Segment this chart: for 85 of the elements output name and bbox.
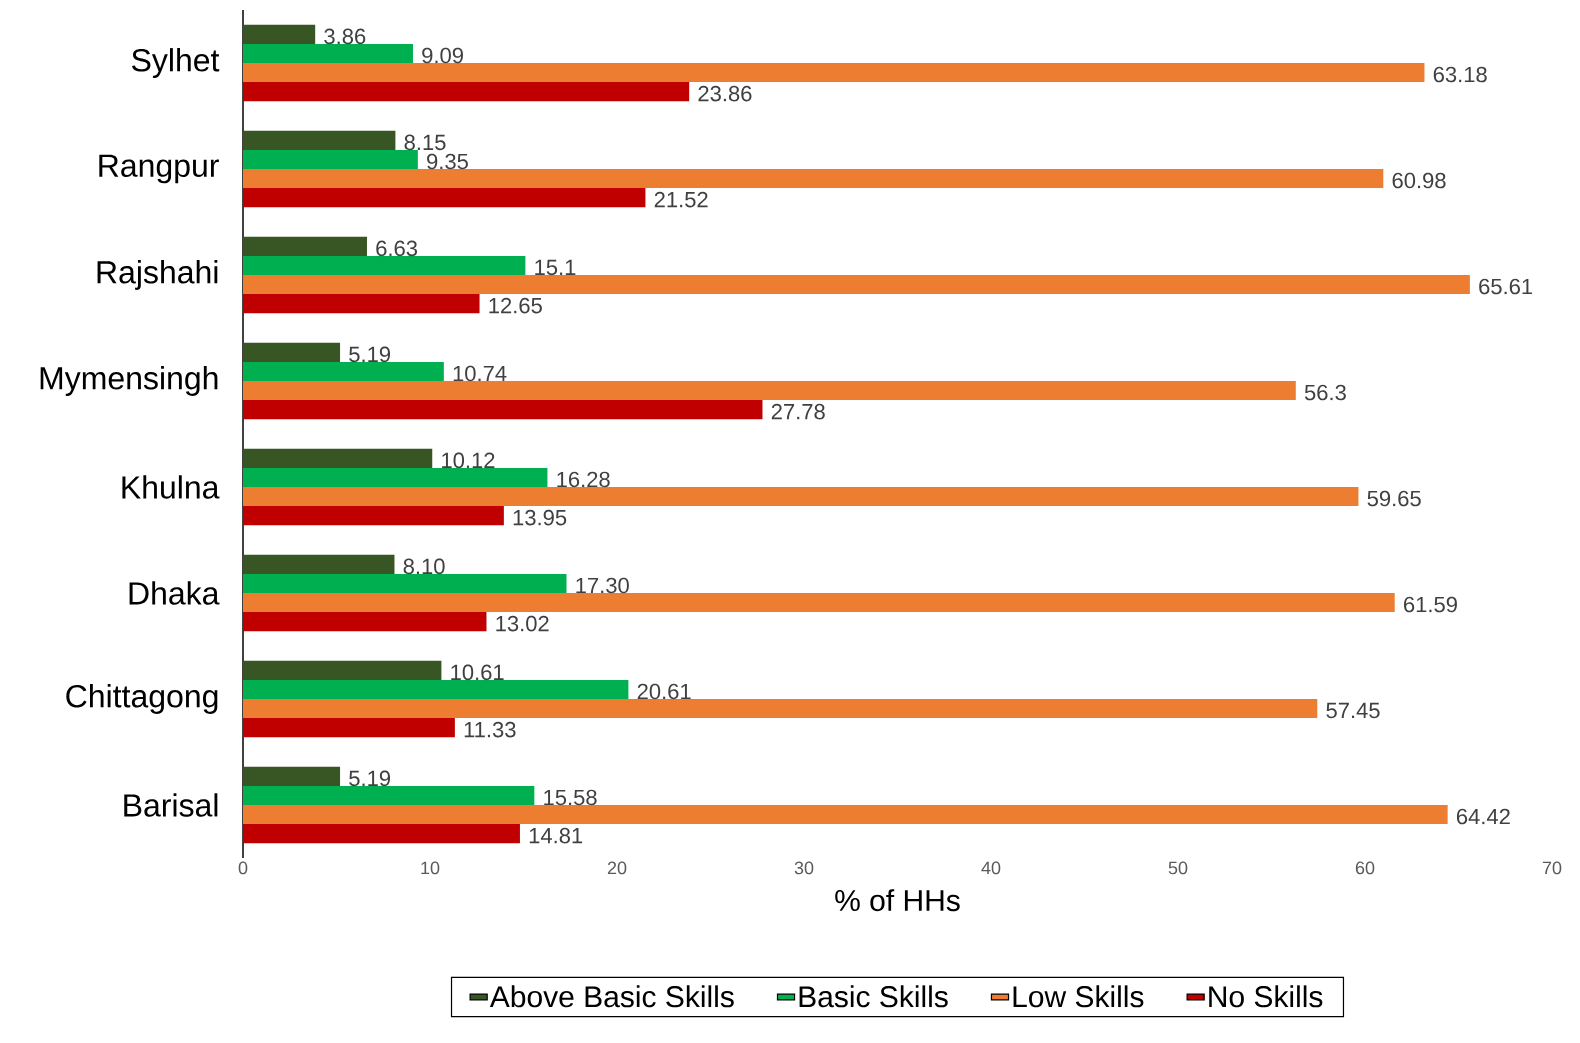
- data-label: 21.52: [654, 191, 708, 208]
- y-tick-label: Rajshahi: [97, 260, 218, 290]
- bar: [243, 612, 487, 632]
- legend-label: Basic Skills: [799, 985, 948, 1008]
- y-tick-label: Khulna: [122, 475, 220, 499]
- data-label: 57.45: [1326, 702, 1380, 719]
- bar: [243, 361, 444, 381]
- x-axis-title: % of HHs: [835, 889, 960, 912]
- bar: [243, 275, 1470, 295]
- data-label: 5.19: [349, 346, 391, 363]
- data-label: 17.30: [576, 577, 629, 594]
- data-label: 15.1: [535, 259, 576, 276]
- data-label: 8.15: [404, 134, 446, 151]
- y-tick-label: Mymensingh: [40, 366, 218, 396]
- data-label: 6.63: [376, 240, 418, 257]
- x-tick-label: 10: [421, 861, 440, 875]
- bar: [243, 82, 690, 102]
- bar: [243, 381, 1296, 401]
- data-label: 59.65: [1367, 490, 1421, 507]
- bar: [243, 679, 629, 699]
- bar: [243, 718, 455, 738]
- y-tick-label: Barisal: [124, 793, 218, 817]
- bar: [243, 593, 1395, 613]
- data-label: 13.95: [513, 509, 567, 526]
- data-label: 5.19: [349, 770, 391, 787]
- data-label: 8.10: [403, 558, 445, 575]
- bar: [243, 805, 1448, 825]
- data-label: 3.86: [324, 28, 366, 45]
- bar: [243, 467, 548, 487]
- data-label: 61.59: [1404, 596, 1457, 613]
- legend-label: Low Skills: [1013, 985, 1144, 1008]
- x-tick-label: 30: [794, 861, 814, 875]
- x-tick-label: 50: [1168, 861, 1188, 875]
- bar: [243, 400, 763, 420]
- data-label: 10.74: [453, 365, 507, 382]
- x-tick-label: 0: [238, 861, 248, 875]
- bar: [243, 554, 395, 574]
- data-label: 12.65: [489, 297, 542, 314]
- y-tick-label: Chittagong: [66, 684, 218, 714]
- data-label: 60.98: [1392, 172, 1446, 189]
- data-label: 65.61: [1479, 278, 1533, 295]
- bar: [243, 573, 567, 593]
- data-label: 23.86: [698, 85, 752, 102]
- bar: [243, 487, 1359, 507]
- legend-label: No Skills: [1209, 985, 1323, 1008]
- data-label: 20.61: [637, 683, 691, 700]
- data-label: 63.18: [1433, 66, 1487, 83]
- data-label: 14.81: [529, 827, 583, 844]
- bar: [243, 63, 1425, 83]
- x-tick-label: 40: [981, 861, 1001, 875]
- legend-label: Above Basic Skills: [489, 985, 734, 1008]
- y-tick-label: Dhaka: [129, 581, 220, 605]
- bar: [243, 236, 367, 256]
- data-label: 15.58: [544, 789, 597, 806]
- data-label: 9.35: [427, 153, 468, 170]
- bar: [243, 785, 535, 805]
- bar: [243, 149, 418, 169]
- bar: [243, 24, 316, 44]
- bar: [243, 294, 480, 314]
- data-label: 27.78: [771, 403, 825, 420]
- bar: [243, 506, 504, 526]
- bar: [243, 766, 341, 786]
- data-label: 64.42: [1456, 808, 1510, 825]
- bar: [243, 43, 413, 63]
- data-label: 10.12: [442, 452, 495, 469]
- y-tick-label: Sylhet: [131, 48, 220, 78]
- data-label: 16.28: [557, 471, 610, 488]
- bar: [243, 342, 341, 362]
- data-label: 10.61: [451, 664, 504, 681]
- x-tick-label: 70: [1542, 861, 1562, 875]
- bar: [243, 188, 646, 208]
- bar: [243, 824, 520, 844]
- bar: [243, 448, 433, 468]
- x-tick-label: 20: [607, 861, 627, 875]
- data-label: 56.3: [1304, 384, 1346, 401]
- x-tick-label: 60: [1355, 861, 1375, 875]
- bar: [243, 169, 1384, 189]
- bar: [243, 255, 526, 275]
- bar: [243, 699, 1318, 719]
- y-tick-label: Rangpur: [99, 154, 219, 184]
- data-label: 11.33: [464, 721, 516, 738]
- data-label: 13.02: [496, 615, 549, 632]
- data-label: 9.09: [422, 47, 463, 64]
- bar: [243, 660, 442, 680]
- bar: [243, 130, 396, 150]
